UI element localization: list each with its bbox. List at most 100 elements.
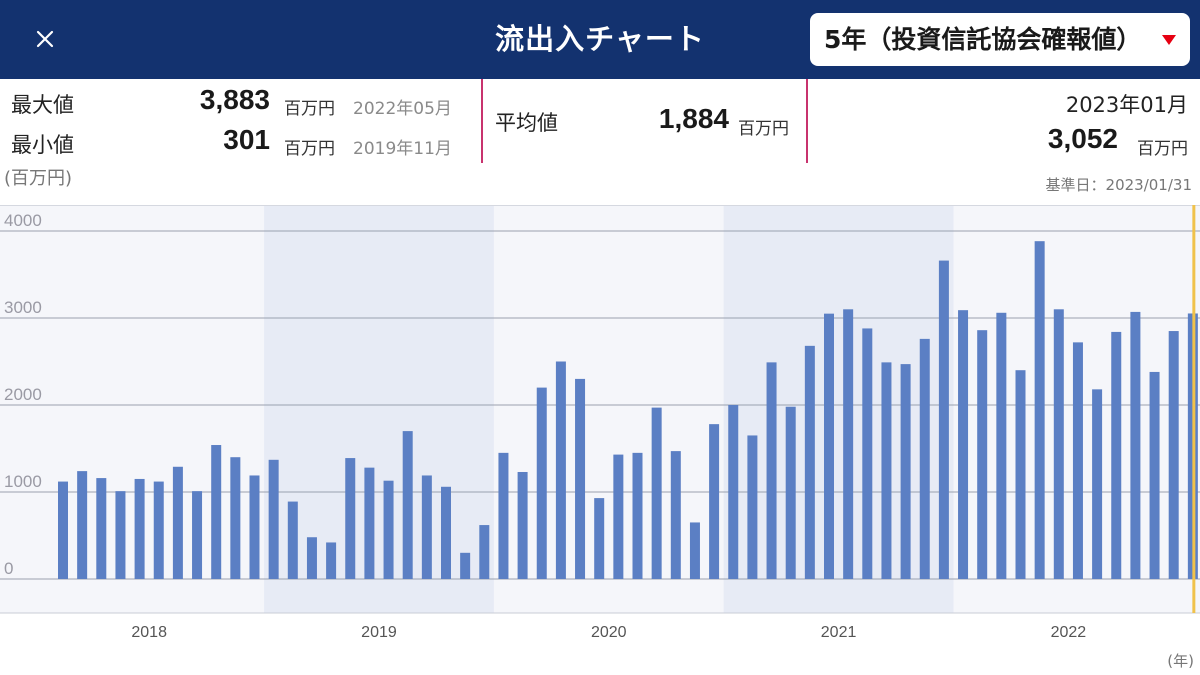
min-date: 2019年11月 (353, 139, 452, 159)
year-band (723, 205, 954, 613)
min-unit: 百万円 (284, 139, 335, 159)
bar (1149, 371, 1160, 579)
period-dropdown-value: 5年（投資信託協会確報値） (824, 25, 1142, 54)
bar (1168, 331, 1179, 579)
bar (843, 309, 854, 579)
max-label: 最大値 (11, 93, 74, 117)
bar (153, 481, 164, 579)
bar (900, 364, 911, 579)
bar (1111, 331, 1122, 579)
bar (134, 478, 145, 579)
bar (1053, 309, 1064, 579)
y-tick-label: 3000 (4, 298, 42, 317)
y-tick-label: 2000 (4, 385, 42, 404)
bar (230, 457, 241, 579)
bar (804, 345, 815, 579)
y-tick-label: 0 (4, 559, 13, 578)
close-icon (36, 30, 54, 48)
bar (766, 362, 777, 579)
bar (402, 431, 413, 579)
x-tick-label: 2018 (131, 624, 167, 641)
bar (824, 313, 834, 579)
y-axis-unit-label: (百万円) (4, 168, 73, 189)
bar (938, 260, 949, 579)
min-value: 301 (223, 124, 270, 155)
header-bar: 流出入チャート 5年（投資信託協会確報値） (0, 0, 1200, 79)
bar (632, 452, 643, 579)
bar (1034, 241, 1045, 579)
bar (326, 542, 337, 579)
bar (575, 378, 586, 579)
max-unit: 百万円 (284, 99, 335, 119)
bar (77, 471, 88, 579)
bar (862, 328, 873, 579)
bar (96, 478, 107, 579)
bar (747, 435, 758, 579)
bar (785, 406, 796, 579)
close-button[interactable] (26, 20, 64, 58)
max-value: 3,883 (199, 84, 270, 115)
x-tick-label: 2022 (1051, 624, 1087, 641)
bar (211, 445, 222, 579)
min-max-box: 最大値 3,883 百万円 2022年05月 最小値 301 百万円 2019年… (0, 79, 482, 163)
bar (460, 552, 471, 579)
bar (268, 459, 279, 579)
bar (383, 480, 394, 579)
y-tick-label: 1000 (4, 472, 42, 491)
bar (670, 451, 681, 579)
bar (536, 387, 547, 579)
avg-label: 平均値 (495, 111, 558, 135)
latest-unit: 百万円 (1137, 139, 1188, 159)
bar (689, 522, 700, 579)
x-axis-unit-label: (年) (1167, 652, 1194, 670)
bar (364, 467, 375, 579)
latest-value: 3,052 (1047, 123, 1118, 154)
caret-down-icon (1162, 35, 1176, 45)
min-label: 最小値 (11, 133, 74, 157)
x-tick-label: 2020 (591, 624, 627, 641)
avg-value: 1,884 (658, 103, 729, 134)
bar (287, 501, 298, 579)
bar (421, 475, 432, 579)
bar (1015, 370, 1026, 579)
bar (958, 310, 969, 579)
avg-unit: 百万円 (738, 119, 789, 139)
average-box: 平均値 1,884 百万円 (483, 79, 806, 163)
bar (996, 312, 1007, 579)
bar (594, 498, 605, 579)
x-tick-label: 2021 (821, 624, 857, 641)
y-tick-label: 4000 (4, 211, 42, 230)
bar (517, 471, 528, 579)
bar (1130, 311, 1141, 579)
bar (881, 362, 892, 579)
bar (345, 458, 356, 579)
summary-stats: 最大値 3,883 百万円 2022年05月 最小値 301 百万円 2019年… (0, 79, 1200, 163)
bar (441, 486, 451, 579)
latest-box: 2023年01月 3,052 百万円 (808, 79, 1200, 163)
bar (172, 466, 183, 579)
bar (977, 330, 988, 579)
bar (306, 537, 317, 579)
stat-divider (806, 79, 808, 163)
bar (479, 525, 490, 579)
max-date: 2022年05月 (353, 99, 452, 119)
bar (1072, 342, 1083, 579)
period-dropdown[interactable]: 5年（投資信託協会確報値） (810, 13, 1190, 66)
bar (919, 338, 930, 579)
bar (58, 481, 68, 579)
bar (728, 405, 739, 579)
bar (613, 454, 624, 579)
bar (498, 452, 509, 579)
x-tick-label: 2019 (361, 624, 397, 641)
flow-bar-chart[interactable]: 0100020003000400020182019202020212022202… (0, 205, 1200, 650)
base-date: 基準日：2023/01/31 (1045, 176, 1192, 194)
bar (115, 491, 126, 579)
bar (555, 361, 566, 579)
bar (651, 407, 662, 579)
bar (192, 491, 203, 579)
bar (709, 424, 720, 579)
latest-date: 2023年01月 (1065, 93, 1188, 117)
stat-divider (481, 79, 483, 163)
bar (1092, 389, 1103, 579)
